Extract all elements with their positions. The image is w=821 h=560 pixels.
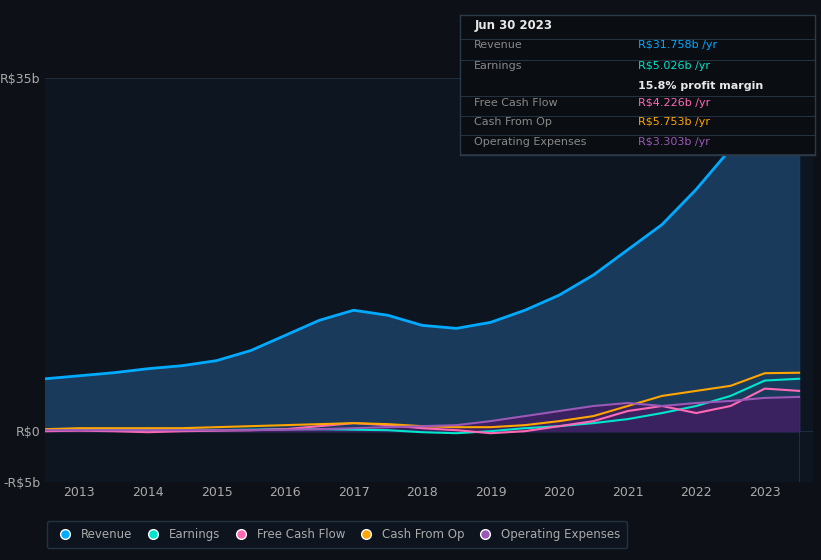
Text: R$3.303b /yr: R$3.303b /yr bbox=[637, 137, 709, 147]
Text: Cash From Op: Cash From Op bbox=[475, 117, 552, 127]
Text: R$4.226b /yr: R$4.226b /yr bbox=[637, 97, 709, 108]
Text: Free Cash Flow: Free Cash Flow bbox=[475, 97, 557, 108]
Text: R$5.026b /yr: R$5.026b /yr bbox=[637, 61, 709, 71]
Legend: Revenue, Earnings, Free Cash Flow, Cash From Op, Operating Expenses: Revenue, Earnings, Free Cash Flow, Cash … bbox=[47, 521, 627, 548]
Text: R$5.753b /yr: R$5.753b /yr bbox=[637, 117, 709, 127]
Text: Earnings: Earnings bbox=[475, 61, 523, 71]
Text: Jun 30 2023: Jun 30 2023 bbox=[475, 19, 553, 32]
Text: Operating Expenses: Operating Expenses bbox=[475, 137, 586, 147]
Text: 15.8% profit margin: 15.8% profit margin bbox=[637, 81, 763, 91]
Text: Revenue: Revenue bbox=[475, 40, 523, 50]
Text: R$31.758b /yr: R$31.758b /yr bbox=[637, 40, 717, 50]
